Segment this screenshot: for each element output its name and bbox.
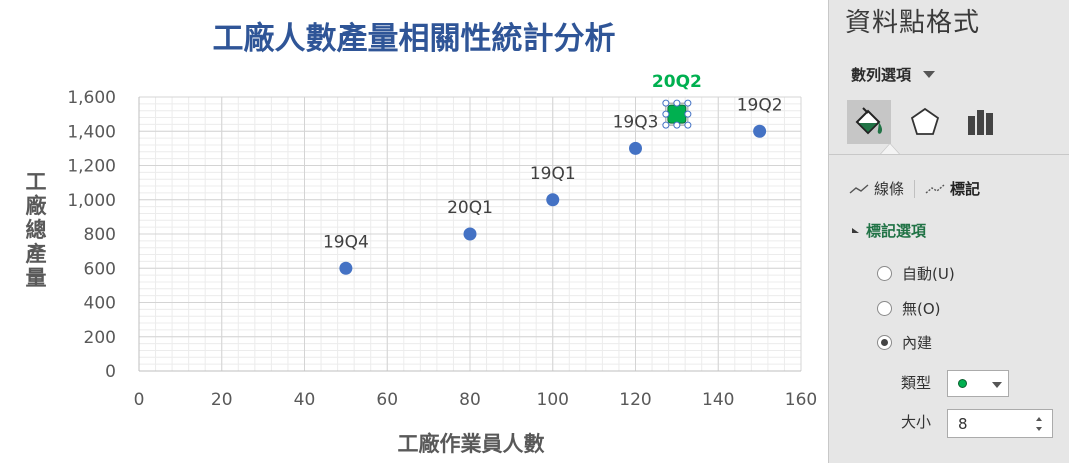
selection-handle[interactable] <box>684 121 692 129</box>
y-axis-title-char: 工 <box>26 170 47 194</box>
selection-handle[interactable] <box>673 121 681 129</box>
data-label: 19Q2 <box>737 95 783 115</box>
subtab-line[interactable]: 線條 <box>849 178 904 199</box>
radio-auto[interactable]: 自動(U) <box>877 263 955 284</box>
x-tick-label: 160 <box>785 390 817 410</box>
y-axis-title-char: 量 <box>26 266 47 290</box>
radio-auto-label: 自動(U) <box>902 265 955 283</box>
caret-down-icon <box>923 71 936 78</box>
selection-handle[interactable] <box>684 99 692 107</box>
data-label: 19Q4 <box>323 232 369 252</box>
radio-none-button[interactable] <box>877 301 892 316</box>
radio-none-label: 無(O) <box>902 300 941 318</box>
pane-title: 資料點格式 <box>845 8 981 38</box>
data-point[interactable] <box>753 124 767 138</box>
marker-type-select[interactable] <box>947 370 1009 397</box>
x-tick-label: 120 <box>619 390 651 410</box>
radio-auto-button[interactable] <box>877 266 892 281</box>
scatter-chart[interactable]: 0 20 40 60 80 100 120 140 160 0 200 400 600 800 1,000 1… <box>0 0 828 463</box>
y-tick-label: 600 <box>84 259 116 279</box>
marker-type-label: 類型 <box>901 374 932 392</box>
data-label: 19Q1 <box>530 164 576 184</box>
y-tick-label: 800 <box>84 225 116 245</box>
data-label: 20Q1 <box>447 198 493 218</box>
y-tick-label: 200 <box>84 328 116 348</box>
series-options-dropdown[interactable]: 數列選項 <box>851 64 936 85</box>
marker-size-label: 大小 <box>901 413 932 431</box>
data-point[interactable] <box>629 141 642 155</box>
bar-chart-options-icon <box>968 110 993 135</box>
fill-line-tab[interactable] <box>847 100 891 144</box>
selection-handle[interactable] <box>662 121 670 129</box>
data-label: 19Q3 <box>613 112 659 132</box>
chart-title: 工廠人數產量相關性統計分析 <box>213 21 616 57</box>
subtab-line-label: 線條 <box>874 180 905 198</box>
marker-options-label: 標記選項 <box>866 222 927 240</box>
subtab-marker[interactable]: 標記 <box>925 178 980 199</box>
radio-none[interactable]: 無(O) <box>877 298 941 319</box>
x-tick-label: 40 <box>294 390 316 410</box>
chevron-down-icon <box>992 382 1002 388</box>
subtab-marker-label: 標記 <box>950 180 981 198</box>
x-tick-label: 80 <box>459 390 481 410</box>
line-marker-subtabs: 線條 標記 <box>849 178 980 199</box>
spin-down-icon[interactable] <box>1036 427 1042 431</box>
line-icon <box>849 183 869 194</box>
radio-builtin-label: 內建 <box>902 334 933 352</box>
fill-bucket-icon <box>855 107 883 135</box>
x-tick-label: 0 <box>134 390 145 410</box>
y-tick-label: 1,200 <box>67 157 116 177</box>
y-tick-label: 1,000 <box>67 191 116 211</box>
expand-triangle-icon <box>852 228 859 233</box>
series-options-label: 數列選項 <box>851 66 912 84</box>
selection-handle[interactable] <box>673 99 681 107</box>
radio-builtin[interactable]: 內建 <box>877 332 932 353</box>
selection-handle[interactable] <box>662 110 670 118</box>
data-point-selected[interactable] <box>667 104 687 124</box>
format-data-point-pane: 資料點格式 數列選項 <box>828 0 1069 463</box>
y-tick-label: 0 <box>105 362 116 382</box>
selection-handle[interactable] <box>684 110 692 118</box>
x-tick-label: 140 <box>702 390 734 410</box>
x-axis-title: 工廠作業員人數 <box>398 432 545 456</box>
marker-options-header[interactable]: 標記選項 <box>852 220 927 241</box>
marker-size-spinner <box>947 409 1053 438</box>
x-tick-label: 60 <box>376 390 398 410</box>
effects-tab[interactable] <box>903 100 947 144</box>
data-point[interactable] <box>339 261 353 275</box>
data-point[interactable] <box>463 227 477 241</box>
x-tick-label: 100 <box>537 390 569 410</box>
pentagon-effects-icon <box>910 107 940 135</box>
data-label-selected: 20Q2 <box>652 72 702 92</box>
y-axis-title-char: 產 <box>26 242 47 266</box>
data-point[interactable] <box>546 193 560 207</box>
y-axis-title-char: 廠 <box>26 194 48 218</box>
x-tick-label: 20 <box>211 390 233 410</box>
marker-line-icon <box>925 183 945 194</box>
selection-handle[interactable] <box>662 99 670 107</box>
format-category-tabs <box>847 100 1062 154</box>
spin-up-icon[interactable] <box>1036 417 1042 421</box>
series-options-tab[interactable] <box>959 100 1003 144</box>
radio-builtin-button[interactable] <box>877 335 892 350</box>
marker-size-input[interactable] <box>948 410 1032 437</box>
y-tick-label: 1,400 <box>67 122 116 142</box>
marker-preview-icon <box>958 379 967 388</box>
y-axis-title-char: 總 <box>26 218 47 242</box>
chart-area[interactable]: 0 20 40 60 80 100 120 140 160 0 200 400 600 800 1,000 1… <box>0 0 828 463</box>
y-tick-label: 1,600 <box>67 88 116 108</box>
y-tick-label: 400 <box>84 294 116 314</box>
